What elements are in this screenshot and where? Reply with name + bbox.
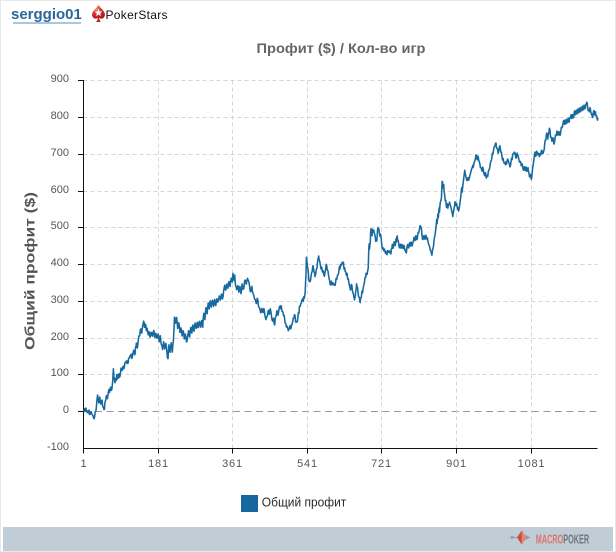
svg-text:Профит ($) / Кол-во игр: Профит ($) / Кол-во игр [257,40,426,56]
svg-text:Общий профит: Общий профит [262,495,347,510]
svg-text:MACRO: MACRO [536,533,564,547]
svg-text:Общий профит ($): Общий профит ($) [22,192,38,350]
svg-text:POKER: POKER [563,533,589,547]
